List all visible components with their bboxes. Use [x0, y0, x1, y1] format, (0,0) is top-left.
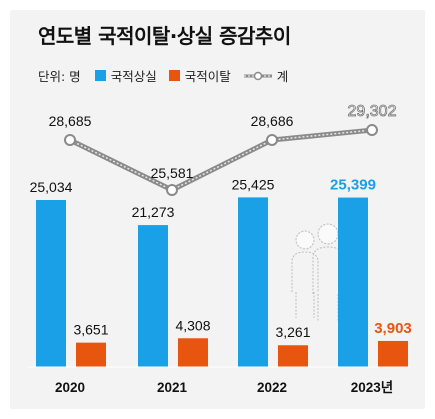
label-total-3: 29,302 [348, 103, 397, 120]
bar-renounce-2 [278, 345, 308, 367]
label-renounce-2: 3,261 [275, 324, 310, 340]
total-point-0 [64, 134, 76, 146]
legend-label-total: 계 [276, 69, 289, 84]
bar-renounce-3 [378, 340, 408, 367]
total-point-3 [366, 124, 378, 137]
label-loss-2: 25,425 [232, 176, 275, 192]
bar-renounce-1 [178, 338, 208, 367]
label-renounce-0: 3,651 [73, 322, 108, 338]
category-label-2: 2022 [257, 380, 287, 395]
legend-item-renounce: 국적이탈 [168, 66, 231, 85]
bar-renounce-0 [76, 342, 106, 367]
label-renounce-3: 3,903 [374, 320, 412, 337]
unit-label: 단위: 명 [38, 69, 81, 84]
bar-loss-0 [36, 200, 66, 367]
label-renounce-1: 4,308 [175, 317, 210, 333]
category-label-3: 2023년 [351, 380, 393, 395]
bar-loss-3 [338, 197, 368, 367]
legend-swatch-total [243, 70, 273, 82]
label-total-1: 25,581 [151, 165, 194, 181]
legend-item-loss: 국적상실 [94, 66, 157, 85]
bar-loss-1 [138, 225, 168, 367]
chart-title: 연도별 국적이탈·상실 증감추이 [38, 24, 291, 48]
total-point-2 [266, 133, 278, 146]
label-loss-1: 21,273 [132, 204, 175, 220]
bar-loss-2 [238, 197, 268, 367]
label-total-2: 28,686 [251, 113, 294, 129]
category-label-1: 2021 [157, 380, 188, 395]
legend-item-total: 계 [243, 66, 289, 85]
legend-label-loss: 국적상실 [110, 69, 157, 84]
total-line [68, 127, 373, 193]
legend-swatch-renounce [168, 70, 180, 81]
legend-label-renounce: 국적이탈 [184, 69, 231, 84]
label-loss-3: 25,399 [330, 177, 376, 194]
category-label-0: 2020 [55, 380, 85, 395]
total-line-inner [69, 129, 373, 191]
label-total-0: 28,685 [49, 113, 92, 129]
legend: 단위: 명 국적상실 국적이탈 계 [38, 66, 300, 85]
total-point-1 [166, 184, 178, 196]
legend-swatch-loss [94, 70, 106, 81]
label-loss-0: 25,034 [30, 179, 73, 195]
